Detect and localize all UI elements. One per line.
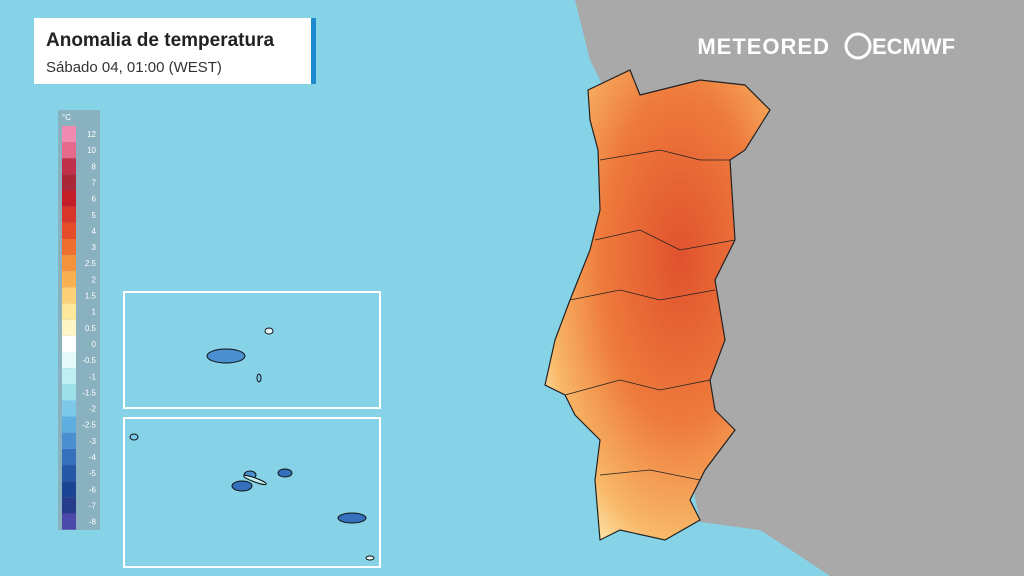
region-borders [569, 289, 716, 301]
legend-label: 1 [92, 308, 97, 317]
island [206, 348, 246, 364]
title: Anomalia de temperatura [46, 30, 274, 51]
legend-swatch [62, 206, 76, 223]
legend-swatch [62, 125, 76, 143]
title-box [34, 18, 316, 84]
legend-swatch [62, 497, 76, 514]
legend-label: 7 [92, 178, 97, 187]
legend-label: 8 [92, 162, 97, 171]
inset-azores [123, 417, 381, 568]
legend-label: 5 [92, 211, 97, 220]
legend-swatch [62, 142, 76, 159]
portugal [544, 69, 771, 541]
island [231, 480, 253, 492]
subtitle: Sábado 04, 01:00 (WEST) [46, 59, 222, 76]
legend-swatch [62, 481, 76, 498]
legend-swatch [62, 287, 76, 304]
legend-label: 10 [87, 146, 96, 155]
legend-swatch [62, 190, 76, 207]
legend-swatch [62, 513, 76, 530]
island [264, 327, 274, 335]
legend-swatch [62, 255, 76, 272]
legend-label: 12 [87, 130, 96, 139]
legend-swatch [62, 222, 76, 239]
legend-label: -3 [89, 437, 97, 446]
legend-swatch [62, 432, 76, 449]
legend-swatch [62, 335, 76, 353]
legend-label: -6 [89, 485, 97, 494]
island [256, 373, 262, 383]
legend-label: -1 [89, 372, 97, 381]
region-borders [594, 229, 736, 251]
legend-label: -1.5 [82, 388, 96, 397]
legend-swatch [62, 271, 76, 288]
legend-swatch [62, 416, 76, 433]
legend-label: -2 [89, 405, 97, 414]
legend-label: -4 [89, 453, 97, 462]
island [337, 512, 367, 524]
inset-madeira [123, 291, 381, 409]
legend: 12 10 8 7 6 5 4 3 2.5 2 1.5 1 0.5 0 -0.5 -1 -1.5 -2 -2.5 -3… [62, 125, 97, 530]
island [129, 433, 139, 441]
island [277, 468, 293, 478]
legend-label: -8 [89, 518, 97, 527]
legend-label: 1.5 [85, 292, 97, 301]
legend-label: 2.5 [85, 259, 97, 268]
legend-swatch [62, 368, 76, 385]
island [243, 474, 267, 486]
legend-label: 6 [92, 195, 97, 204]
legend-swatch [62, 400, 76, 417]
legend-swatch [62, 384, 76, 401]
legend-label: 2 [92, 275, 97, 284]
region-borders [599, 469, 701, 481]
legend-swatch [62, 448, 76, 466]
legend-swatch [62, 352, 76, 369]
logo-ecmwf: ECMWF [872, 34, 955, 59]
region-borders [599, 149, 730, 161]
legend-label: -7 [89, 501, 97, 510]
legend-swatch [62, 174, 76, 191]
legend-label: 0.5 [85, 324, 97, 333]
legend-swatch [62, 238, 76, 256]
legend-swatch [62, 303, 76, 320]
legend-unit: °C [62, 113, 71, 122]
legend-label: 0 [92, 340, 97, 349]
legend-label: 3 [92, 243, 97, 252]
region-borders [564, 379, 711, 396]
legend-label: -2.5 [82, 421, 96, 430]
legend-label: -5 [89, 469, 97, 478]
logo-icon [844, 32, 872, 60]
legend-swatch [62, 158, 76, 175]
legend-label: -0.5 [82, 356, 96, 365]
title-accent [311, 18, 316, 84]
legend-swatch [62, 465, 76, 482]
legend-label: 4 [92, 227, 97, 236]
logo-meteored: METEORED [697, 34, 830, 59]
island [365, 555, 375, 561]
legend-swatch [62, 319, 76, 336]
